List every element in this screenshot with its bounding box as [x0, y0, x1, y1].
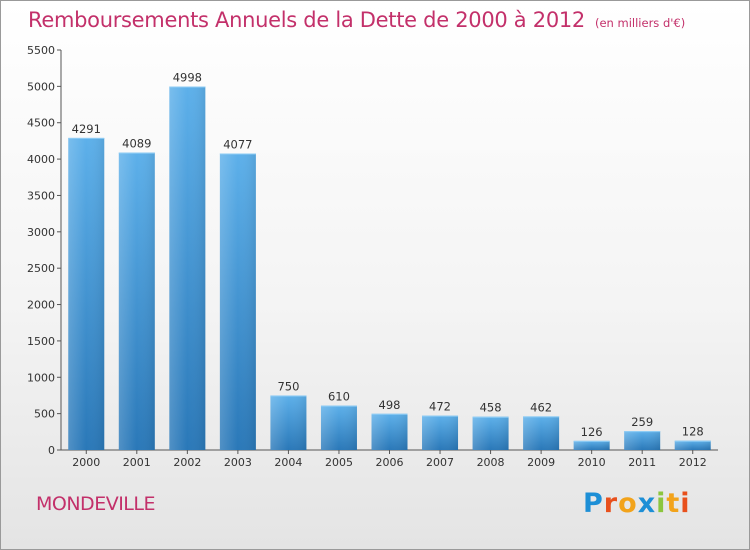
bar-shine — [523, 416, 560, 450]
x-tick-label: 2010 — [578, 456, 606, 469]
y-tick-label: 1000 — [27, 371, 55, 384]
y-tick-label: 2500 — [27, 262, 55, 275]
chart-title: Remboursements Annuels de la Dette de 20… — [28, 8, 685, 32]
proxiti-logo[interactable]: Proxiti — [583, 488, 691, 519]
bar-shine — [320, 405, 357, 450]
bar-shine — [573, 440, 610, 450]
bar-shine — [118, 152, 155, 451]
bar-shine — [270, 395, 307, 450]
bar-shine — [219, 153, 256, 450]
x-tick-label: 2006 — [376, 456, 404, 469]
y-tick-label: 0 — [48, 444, 55, 457]
chart-title-text: Remboursements Annuels de la Dette de 20… — [28, 8, 585, 32]
bar-shine — [422, 415, 459, 450]
data-label: 472 — [429, 400, 451, 414]
data-label: 462 — [530, 400, 552, 414]
logo-letter: x — [637, 488, 657, 519]
y-tick-label: 3500 — [27, 189, 55, 202]
data-label: 610 — [328, 390, 350, 404]
data-label: 128 — [682, 425, 704, 439]
x-tick-label: 2002 — [173, 456, 201, 469]
y-tick-label: 3000 — [27, 226, 55, 239]
y-tick-label: 1500 — [27, 335, 55, 348]
bar-shine — [472, 416, 509, 450]
x-tick-label: 2012 — [679, 456, 707, 469]
x-tick-label: 2007 — [426, 456, 454, 469]
data-label: 126 — [581, 425, 603, 439]
y-tick-label: 2000 — [27, 299, 55, 312]
chart-subtitle: (en milliers d'€) — [595, 16, 686, 30]
y-tick-label: 5000 — [27, 80, 55, 93]
bars — [68, 86, 711, 451]
logo-letter: t — [666, 488, 681, 519]
logo-letter: r — [603, 488, 619, 519]
logo-letter: i — [680, 488, 691, 519]
bar-shine — [624, 431, 661, 450]
data-label: 498 — [379, 398, 401, 412]
x-tick-label: 2000 — [72, 456, 100, 469]
y-tick-label: 4000 — [27, 153, 55, 166]
data-label: 4998 — [173, 71, 202, 85]
data-label: 259 — [631, 415, 653, 429]
y-tick-label: 4500 — [27, 117, 55, 130]
bar-shine — [371, 413, 408, 450]
x-tick-label: 2011 — [628, 456, 656, 469]
data-label: 458 — [480, 401, 502, 415]
data-label: 4077 — [223, 137, 252, 151]
y-tick-label: 5500 — [27, 44, 55, 57]
bar-shine — [68, 137, 105, 450]
x-tick-label: 2004 — [274, 456, 302, 469]
bar-shine — [169, 86, 206, 450]
x-tick-label: 2009 — [527, 456, 555, 469]
data-label: 4089 — [122, 137, 151, 151]
logo-letter: o — [618, 488, 638, 519]
city-name: MONDEVILLE — [36, 493, 155, 515]
x-tick-label: 2008 — [477, 456, 505, 469]
logo-letter: i — [656, 488, 667, 519]
bar-shine — [674, 440, 711, 450]
data-label: 750 — [277, 379, 299, 393]
y-tick-label: 500 — [34, 408, 55, 421]
labels: 2000 4291 2001 4089 2002 4998 2003 4077 2004 750 2… — [72, 71, 707, 469]
x-tick-label: 2001 — [123, 456, 151, 469]
logo-letter: P — [583, 488, 604, 519]
x-tick-label: 2003 — [224, 456, 252, 469]
x-tick-label: 2005 — [325, 456, 353, 469]
data-label: 4291 — [72, 122, 101, 136]
